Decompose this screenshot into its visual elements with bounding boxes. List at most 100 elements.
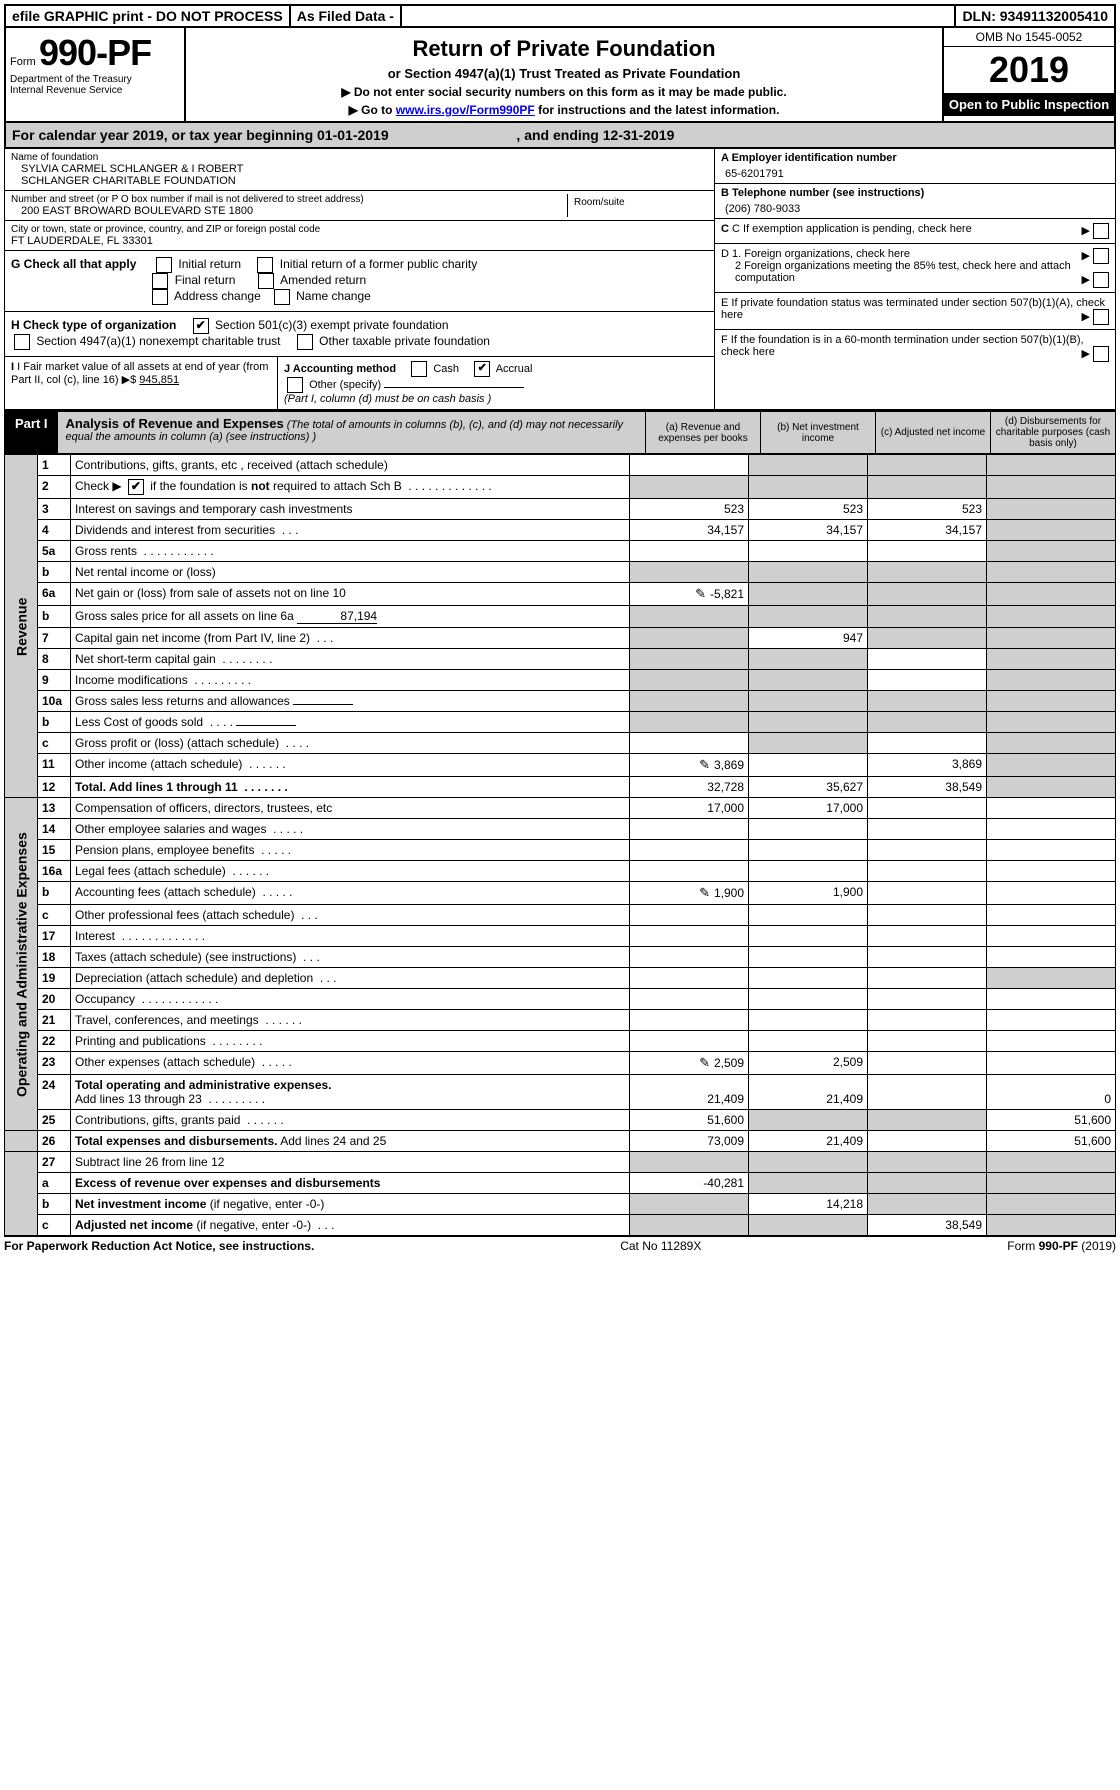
c-label: C If exemption application is pending, c… — [732, 223, 972, 235]
row-13-num: 13 — [38, 798, 71, 819]
checkbox-d1[interactable] — [1093, 248, 1109, 264]
row-27-desc: Subtract line 26 from line 12 — [71, 1152, 630, 1173]
row-12-num: 12 — [38, 777, 71, 798]
row-23-num: 23 — [38, 1052, 71, 1075]
checkbox-amended[interactable] — [258, 273, 274, 289]
row-2-post: if the foundation is not required to att… — [150, 479, 491, 493]
section-ij: I I Fair market value of all assets at e… — [5, 357, 714, 409]
row-16c-num: c — [38, 905, 71, 926]
row-25-a: 51,600 — [630, 1110, 749, 1131]
calyear-mid: , and ending — [516, 127, 602, 143]
checkbox-sch-b[interactable]: ✔ — [128, 479, 144, 495]
part1-table: Revenue 1 Contributions, gifts, grants, … — [4, 454, 1116, 1236]
foundation-name-1: SYLVIA CARMEL SCHLANGER & I ROBERT — [11, 163, 708, 175]
j-cash-label: Cash — [433, 363, 459, 375]
footer-right-form: 990-PF — [1039, 1239, 1078, 1253]
dln-cell: DLN: 93491132005410 — [956, 6, 1114, 26]
instr2-post: for instructions and the latest informat… — [538, 103, 779, 117]
row-10b-num: b — [38, 712, 71, 733]
row-8-desc: Net short-term capital gain . . . . . . … — [71, 649, 630, 670]
checkbox-cash[interactable] — [411, 361, 427, 377]
row-19-desc: Depreciation (attach schedule) and deple… — [71, 968, 630, 989]
col-a-header: (a) Revenue and expenses per books — [645, 412, 760, 453]
efile-notice: efile GRAPHIC print - DO NOT PROCESS — [6, 6, 291, 26]
row-9-num: 9 — [38, 670, 71, 691]
j-other-label: Other (specify) — [309, 379, 381, 391]
row-24-desc: Total operating and administrative expen… — [71, 1075, 630, 1110]
checkbox-initial-former[interactable] — [257, 257, 273, 273]
g-label: G Check all that apply — [11, 257, 136, 271]
row-5b-num: b — [38, 562, 71, 583]
g4-label: Amended return — [280, 273, 366, 287]
checkbox-501c3[interactable]: ✔ — [193, 318, 209, 334]
checkbox-name-change[interactable] — [274, 289, 290, 305]
form-header: Form 990-PF Department of the Treasury I… — [4, 28, 1116, 123]
footer-left: For Paperwork Reduction Act Notice, see … — [4, 1239, 314, 1253]
foundation-name-2: SCHLANGER CHARITABLE FOUNDATION — [11, 175, 708, 187]
row-11-num: 11 — [38, 754, 71, 777]
checkbox-4947[interactable] — [14, 334, 30, 350]
row-27c-c: 38,549 — [868, 1215, 987, 1236]
row-1-desc: Contributions, gifts, grants, etc , rece… — [71, 455, 630, 476]
row-3-a: 523 — [630, 499, 749, 520]
foundation-name-cell: Name of foundation SYLVIA CARMEL SCHLANG… — [5, 149, 714, 191]
row-6b-num: b — [38, 606, 71, 628]
fmv-value: 945,851 — [139, 374, 179, 386]
address-row: Number and street (or P O box number if … — [5, 191, 714, 221]
attachment-icon: ✎ — [699, 1055, 710, 1071]
ein-cell: A Employer identification number 65-6201… — [715, 149, 1115, 184]
b-label: B Telephone number (see instructions) — [721, 187, 1109, 199]
row-16c-desc: Other professional fees (attach schedule… — [71, 905, 630, 926]
addr-label: Number and street (or P O box number if … — [11, 194, 567, 205]
row-18-desc: Taxes (attach schedule) (see instruction… — [71, 947, 630, 968]
g6-label: Name change — [296, 289, 371, 303]
phone-value: (206) 780-9033 — [721, 199, 1109, 215]
checkbox-other-taxable[interactable] — [297, 334, 313, 350]
info-grid: Name of foundation SYLVIA CARMEL SCHLANG… — [4, 149, 1116, 410]
row-6b-pre: Gross sales price for all assets on line… — [75, 609, 294, 623]
footer-mid: Cat No 11289X — [620, 1239, 701, 1253]
address-value: 200 EAST BROWARD BOULEVARD STE 1800 — [11, 205, 567, 217]
row-4-a: 34,157 — [630, 520, 749, 541]
calendar-year-row: For calendar year 2019, or tax year begi… — [4, 123, 1116, 149]
row-26-num: 26 — [38, 1131, 71, 1152]
footer-right-pre: Form — [1007, 1239, 1038, 1253]
row-27c-desc: Adjusted net income (if negative, enter … — [71, 1215, 630, 1236]
row-5a-desc: Gross rents . . . . . . . . . . . — [71, 541, 630, 562]
row-27a-a: -40,281 — [630, 1173, 749, 1194]
checkbox-initial-return[interactable] — [156, 257, 172, 273]
irs-link[interactable]: www.irs.gov/Form990PF — [396, 103, 535, 117]
row-22-desc: Printing and publications . . . . . . . … — [71, 1031, 630, 1052]
row-16a-desc: Legal fees (attach schedule) . . . . . . — [71, 861, 630, 882]
checkbox-address-change[interactable] — [152, 289, 168, 305]
checkbox-accrual[interactable]: ✔ — [474, 361, 490, 377]
name-label: Name of foundation — [11, 152, 708, 163]
checkbox-d2[interactable] — [1093, 272, 1109, 288]
checkbox-other-method[interactable] — [287, 377, 303, 393]
row-14-desc: Other employee salaries and wages . . . … — [71, 819, 630, 840]
checkbox-c[interactable] — [1093, 223, 1109, 239]
header-right: OMB No 1545-0052 2019 Open to Public Ins… — [942, 28, 1114, 121]
row-20-desc: Occupancy . . . . . . . . . . . . — [71, 989, 630, 1010]
info-left: Name of foundation SYLVIA CARMEL SCHLANG… — [5, 149, 714, 409]
checkbox-e[interactable] — [1093, 309, 1109, 325]
row-20-num: 20 — [38, 989, 71, 1010]
form-instr-2: ▶ Go to www.irs.gov/Form990PF for instru… — [194, 103, 934, 117]
j-accrual-label: Accrual — [496, 363, 533, 375]
checkbox-final-return[interactable] — [152, 273, 168, 289]
section-h: H Check type of organization ✔ Section 5… — [5, 312, 714, 357]
row-26-b: 21,409 — [749, 1131, 868, 1152]
section-f: F If the foundation is in a 60-month ter… — [715, 330, 1115, 366]
header-center: Return of Private Foundation or Section … — [186, 28, 942, 121]
d2-label: 2 Foreign organizations meeting the 85% … — [735, 260, 1071, 284]
section-j: J Accounting method Cash ✔ Accrual Other… — [278, 357, 714, 409]
as-filed-label: As Filed Data - — [291, 6, 402, 26]
section-e: E If private foundation status was termi… — [715, 293, 1115, 330]
checkbox-f[interactable] — [1093, 346, 1109, 362]
h1-label: Section 501(c)(3) exempt private foundat… — [215, 318, 448, 332]
room-label: Room/suite — [568, 194, 708, 211]
row-4-b: 34,157 — [749, 520, 868, 541]
section-g: G Check all that apply Initial return In… — [5, 251, 714, 312]
row-24-title: Total operating and administrative expen… — [75, 1078, 332, 1092]
row-4-num: 4 — [38, 520, 71, 541]
